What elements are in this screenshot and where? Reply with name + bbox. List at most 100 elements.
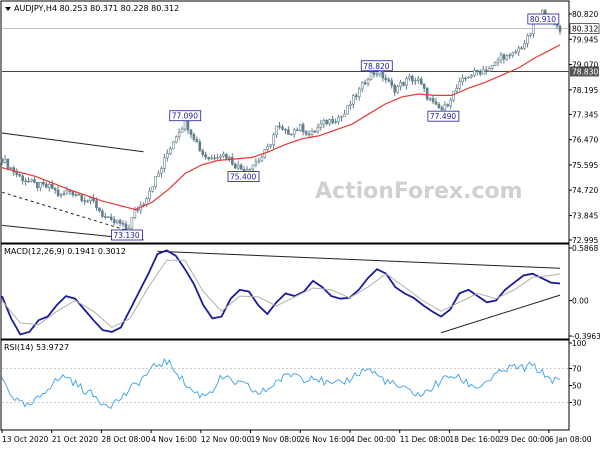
candle-body: [239, 164, 243, 170]
candle-body: [443, 104, 447, 111]
candle-body: [89, 197, 92, 202]
candle-body: [36, 181, 39, 188]
candle-body: [328, 119, 332, 124]
price-annotation-label: 77.090: [172, 112, 198, 121]
candle-body: [30, 179, 33, 182]
candle-body: [369, 72, 373, 80]
candle-body: [124, 223, 128, 231]
candle-body: [470, 75, 473, 78]
candle-body: [39, 181, 42, 188]
candle-body: [68, 190, 72, 193]
candle-body: [53, 188, 57, 191]
macd-lines: [1, 249, 561, 336]
candle-body: [316, 126, 320, 133]
candle-body: [56, 189, 60, 196]
candle-body: [529, 33, 532, 36]
candle-body: [192, 134, 196, 140]
candle-body: [352, 95, 355, 105]
candle-body: [387, 79, 391, 82]
candle-body: [416, 78, 420, 81]
candle-body: [487, 68, 491, 72]
candle-body: [3, 158, 7, 163]
candle-body: [33, 179, 36, 183]
candle-body: [95, 200, 98, 209]
price-annotation-label: 78.820: [363, 62, 389, 71]
hline-price-label-box: [570, 66, 599, 77]
price-annotation-label: 73.130: [113, 231, 139, 240]
candle-body: [225, 153, 228, 159]
candle-body: [248, 168, 252, 171]
price-annotation-box: [169, 110, 202, 122]
rsi-y-tick-label: 70: [572, 365, 582, 374]
candle-body: [473, 69, 476, 76]
rsi-y-tick-label: 100: [572, 339, 587, 348]
candle-body: [230, 156, 234, 165]
candle-body: [307, 133, 311, 136]
candle-body: [295, 129, 299, 132]
candle-body: [502, 54, 506, 60]
candle-body: [98, 207, 101, 212]
price-annotation-box: [527, 13, 560, 25]
candle-body: [109, 216, 113, 220]
candle-body: [310, 130, 314, 136]
candle-body: [322, 120, 326, 125]
candle-body: [523, 43, 526, 49]
candle-body: [340, 116, 343, 118]
rsi-panel-title: RSI(14) 53.9727: [4, 343, 69, 352]
candle-body: [210, 157, 213, 160]
candle-body: [130, 217, 134, 229]
candle-body: [346, 105, 349, 115]
candle-body: [219, 155, 222, 158]
candle-body: [313, 130, 317, 133]
candle-body: [378, 70, 382, 75]
candle-body: [272, 134, 275, 146]
candle-body: [325, 120, 329, 124]
candle-body: [254, 161, 258, 166]
candle-body: [47, 184, 51, 188]
x-axis: 13 Oct 2020 21 Oct 2020 28 Oct 08:00 4 Nov …: [1, 430, 592, 444]
rsi-y-axis: 100 70 50 30: [2, 339, 587, 408]
candle-body: [476, 69, 479, 73]
candle-body: [112, 219, 116, 224]
x-tick-label: 4 Nov 16:00: [151, 435, 197, 444]
candle-body: [27, 180, 30, 183]
candle-body: [65, 190, 69, 194]
current-price-label-box: [569, 23, 600, 34]
candle-body: [431, 98, 435, 103]
price-y-tick-label: 80.820: [572, 10, 598, 19]
candle-body: [180, 128, 184, 133]
candle-body: [269, 144, 272, 147]
candle-body: [408, 75, 411, 79]
candle-body: [198, 141, 202, 152]
x-tick-label: 28 Oct 08:00: [101, 435, 150, 444]
price-y-tick-label: 72.995: [572, 236, 598, 245]
candle-body: [86, 200, 89, 202]
candle-body: [204, 154, 208, 158]
candle-body: [21, 175, 24, 182]
candle-body: [384, 77, 388, 80]
hline-price-label: 78.830: [572, 67, 598, 76]
candle-body: [399, 82, 402, 87]
candle-body: [455, 88, 458, 92]
price-annotation-box: [427, 110, 460, 122]
candle-body: [104, 216, 107, 218]
price-y-tick-label: 78.195: [572, 86, 598, 95]
price-panel-frame: [0, 0, 570, 244]
ema-line-path: [1, 44, 561, 211]
candle-body: [319, 123, 323, 128]
candle-body: [437, 103, 441, 109]
candle-body: [71, 191, 75, 196]
candle-body: [174, 136, 178, 143]
candle-body: [360, 82, 364, 90]
candle-body: [458, 81, 461, 89]
candle-body: [375, 73, 379, 76]
candle-body: [9, 167, 13, 169]
candle-body: [467, 76, 470, 79]
candle-body: [393, 85, 396, 93]
dropdown-triangle-icon[interactable]: [5, 7, 11, 11]
rsi-y-tick-label: 30: [572, 399, 582, 408]
candle-body: [151, 186, 154, 192]
price-annotation-label: 77.490: [430, 112, 456, 121]
candle-body: [42, 181, 45, 185]
